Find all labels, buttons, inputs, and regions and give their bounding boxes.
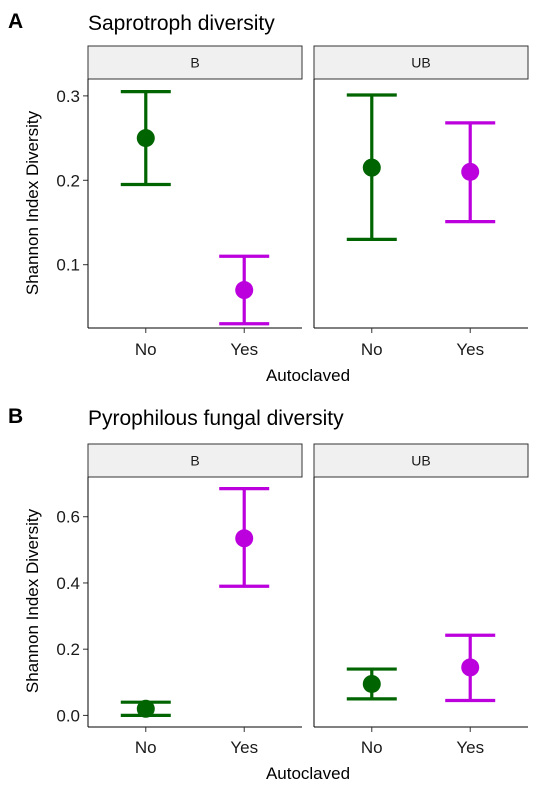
errorbar-no [346, 667, 397, 701]
mean-point [461, 658, 480, 677]
x-tick-label: Yes [230, 738, 258, 757]
x-axis-title: Autoclaved [266, 764, 350, 783]
mean-point [362, 674, 381, 693]
errorbar-no [346, 93, 397, 241]
facet-strip-label: B [190, 453, 199, 469]
plot-area: Shannon Index Diversity Autoclaved 0.1 0.2 0… [23, 45, 529, 783]
errorbar-no [120, 699, 171, 718]
y-tick-label: 0.6 [56, 508, 80, 527]
x-tick-label: Yes [230, 340, 258, 359]
panel-a-letter: A [8, 10, 23, 33]
panel-b-letter: B [8, 405, 23, 428]
y-tick-label: 0.2 [56, 171, 80, 190]
chart-a: Shannon Index Diversity Autoclaved 0.1 0.2 0… [23, 45, 529, 385]
mean-point [136, 699, 155, 718]
y-tick-label: 0.4 [56, 574, 80, 593]
y-tick-label: 0.0 [56, 706, 80, 725]
errorbar-yes [219, 486, 270, 588]
x-tick-label: No [361, 340, 383, 359]
facet-strip-label: UB [411, 453, 430, 469]
y-tick-label: 0.1 [56, 256, 80, 275]
x-tick-label: No [361, 738, 383, 757]
y-tick-label: 0.2 [56, 640, 80, 659]
mean-point [461, 162, 480, 181]
y-axis-title: Shannon Index Diversity [23, 110, 42, 295]
facet-strip [313, 443, 529, 478]
facet-strip-label: UB [411, 55, 430, 71]
mean-point [136, 129, 155, 148]
mean-point [362, 158, 381, 177]
mean-point [235, 529, 254, 548]
x-tick-label: Yes [456, 738, 484, 757]
facet-strip [87, 443, 303, 478]
facet-strip [87, 45, 303, 80]
facet-ub: UB No Yes [313, 443, 529, 757]
errorbar-yes [445, 121, 496, 224]
errorbar-yes [445, 633, 496, 703]
facet-b: B No Yes [87, 443, 303, 757]
facet-b: B No Yes [87, 45, 303, 359]
chart-b: Shannon Index Diversity Autoclaved 0.0 0.2 0… [23, 443, 529, 783]
x-tick-label: No [135, 738, 157, 757]
x-tick-label: Yes [456, 340, 484, 359]
facet-ub: UB No Yes [313, 45, 529, 359]
facet-strip-label: B [190, 55, 199, 71]
panel-a-title: Saprotroph diversity [88, 12, 275, 35]
y-tick-label: 0.3 [56, 87, 80, 106]
x-axis-title: Autoclaved [266, 366, 350, 385]
facet-strip [313, 45, 529, 80]
x-tick-label: No [135, 340, 157, 359]
y-axis-title: Shannon Index Diversity [23, 508, 42, 693]
mean-point [235, 281, 254, 300]
errorbar-yes [219, 254, 270, 326]
errorbar-no [120, 90, 171, 187]
panel-b-title: Pyrophilous fungal diversity [88, 407, 344, 430]
